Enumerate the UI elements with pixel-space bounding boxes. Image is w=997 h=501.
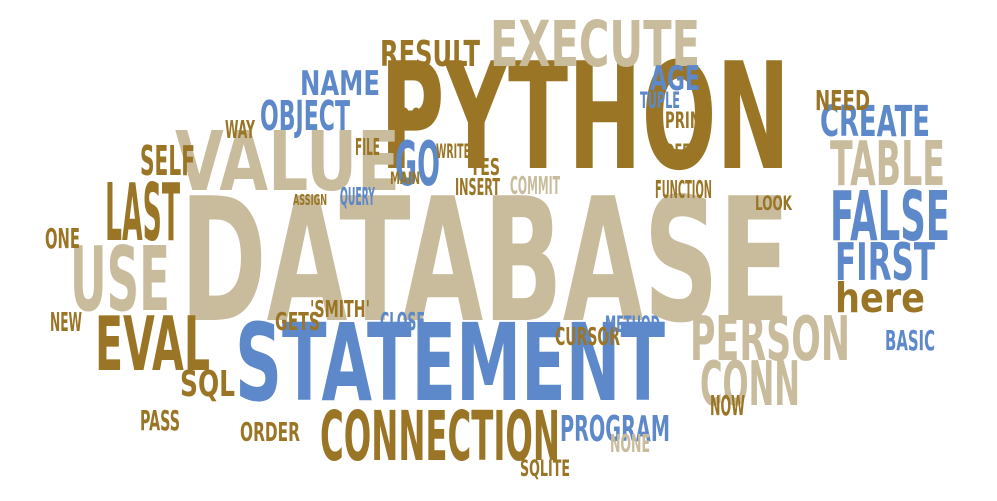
word: TUPLE [640, 89, 680, 114]
word: STATEMENT [235, 302, 665, 426]
word: FILE [355, 134, 380, 161]
word: QUERY [340, 182, 375, 211]
word: PYTHON [380, 31, 790, 203]
word: SELF [140, 137, 195, 185]
word: EVAL [95, 300, 210, 388]
word: FUNCTION [655, 175, 712, 204]
word: LAST [105, 166, 180, 259]
word: NEW [50, 308, 82, 338]
word: WAY [225, 115, 256, 144]
word: CONN [700, 348, 800, 420]
word: EXECUTE [490, 8, 700, 81]
word: CREATE [820, 98, 930, 147]
word: BASIC [885, 326, 935, 357]
word: TABLE [830, 128, 945, 200]
word: FALSE [830, 177, 950, 257]
word: ORDER [240, 418, 300, 448]
word: TOC [390, 103, 420, 138]
word: GETS [275, 307, 320, 336]
word: WRITE [436, 140, 470, 163]
word: PROGRAM [560, 409, 670, 450]
word: here [835, 274, 925, 322]
word: SQL [180, 364, 235, 405]
word: PASS [140, 406, 180, 437]
word: CURSOR [555, 322, 620, 351]
word: CLOSE [380, 307, 425, 336]
word: NONE [610, 429, 650, 458]
word: ONE [45, 224, 80, 255]
word: YES [469, 154, 500, 181]
word: MAIN [390, 169, 420, 188]
word: 'SMITH' [310, 296, 370, 323]
word: CONNECTION [320, 397, 560, 477]
word: COMMIT [510, 171, 560, 200]
word: LOOK [755, 192, 793, 215]
word: INSERT [455, 174, 500, 201]
word: SQLITE [520, 457, 570, 482]
word: RESULT [380, 34, 480, 75]
word: USE [70, 227, 170, 331]
word: PRINT [665, 109, 710, 134]
word: DEF [665, 140, 690, 163]
word: DATABASE [180, 162, 790, 361]
word: FIRST [835, 233, 935, 293]
word: OBJECT [260, 92, 350, 140]
word: NEED [815, 86, 870, 117]
word: NOW [710, 391, 745, 422]
word: ASSIGN [293, 191, 327, 209]
word: NAME [300, 64, 380, 104]
word: PERSON [690, 303, 850, 375]
word: METHOD [605, 313, 660, 338]
word: VALUE [175, 115, 400, 210]
word: AGE [650, 59, 700, 99]
word: GO [395, 128, 440, 200]
